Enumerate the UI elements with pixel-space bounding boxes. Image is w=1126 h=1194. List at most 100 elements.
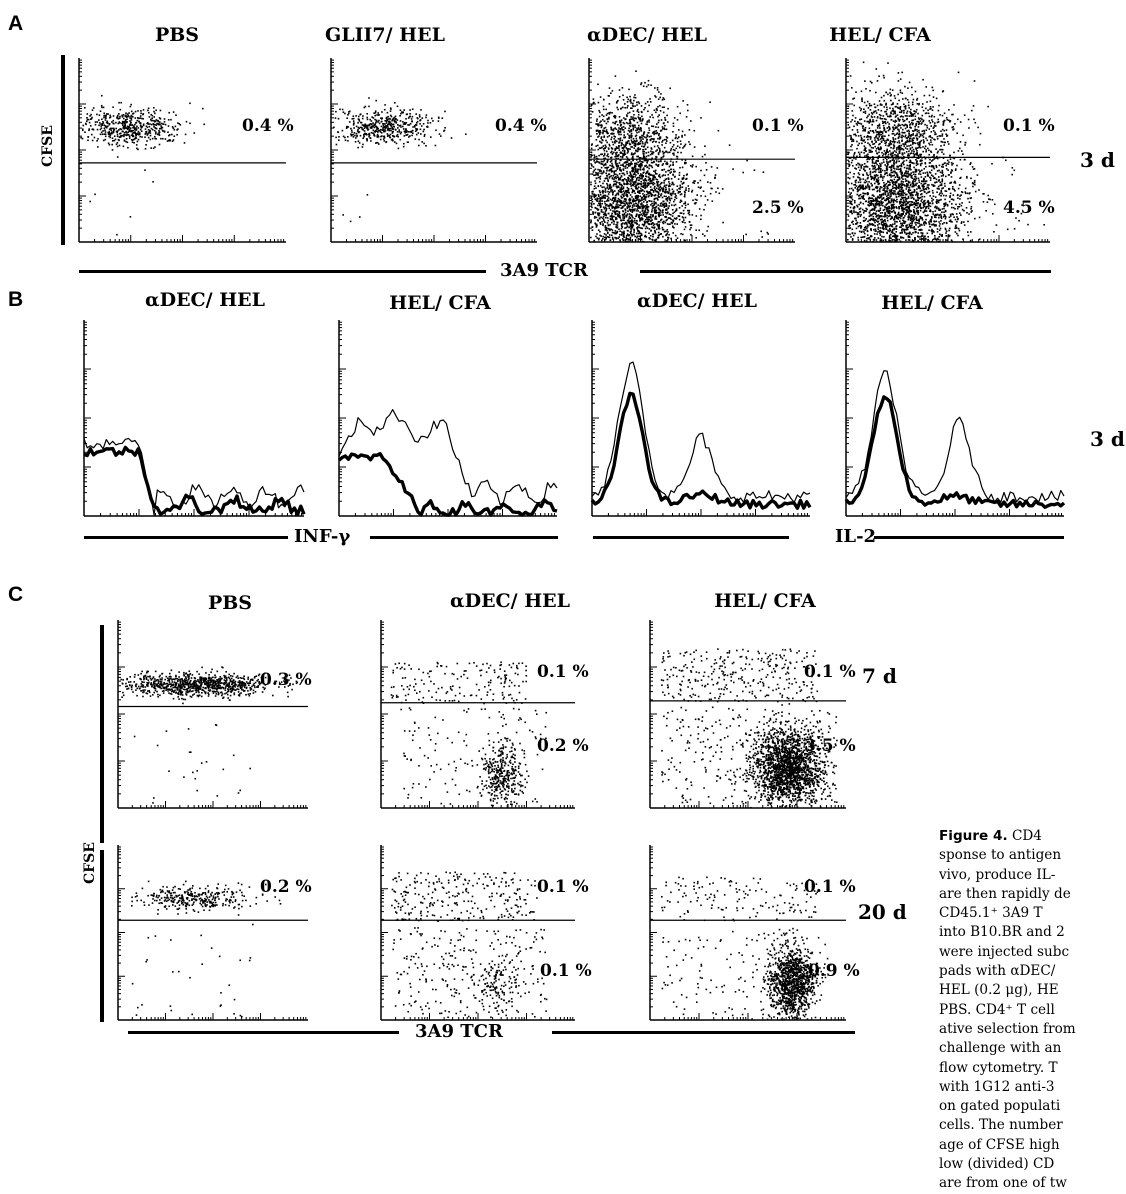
event-dot <box>353 136 355 138</box>
event-dot <box>894 187 896 189</box>
event-dot <box>675 138 677 140</box>
event-dot <box>451 137 453 139</box>
event-dot <box>663 112 665 114</box>
event-dot <box>595 207 597 209</box>
event-dot <box>124 132 126 134</box>
event-dot <box>615 174 617 176</box>
event-dot <box>642 224 644 226</box>
event-dot <box>629 122 631 124</box>
event-dot <box>615 170 617 172</box>
event-dot <box>987 201 989 203</box>
event-dot <box>417 128 419 130</box>
event-dot <box>634 117 636 119</box>
event-dot <box>399 115 401 117</box>
event-dot <box>412 116 414 118</box>
event-dot <box>623 231 625 233</box>
event-dot <box>966 212 968 214</box>
event-dot <box>109 144 111 146</box>
event-dot <box>401 132 403 134</box>
event-dot <box>894 172 896 174</box>
event-dot <box>630 237 632 239</box>
event-dot <box>659 105 661 107</box>
event-dot <box>631 130 633 132</box>
event-dot <box>850 192 852 194</box>
event-dot <box>401 111 403 113</box>
event-dot <box>904 167 906 169</box>
event-dot <box>858 152 860 154</box>
event-dot <box>202 108 204 110</box>
event-dot <box>628 221 630 223</box>
event-dot <box>627 196 629 198</box>
event-dot <box>402 111 404 113</box>
event-dot <box>648 176 650 178</box>
event-dot <box>872 172 874 174</box>
event-dot <box>885 154 887 156</box>
event-dot <box>677 119 679 121</box>
event-dot <box>613 175 615 177</box>
event-dot <box>900 183 902 185</box>
event-dot <box>676 208 678 210</box>
event-dot <box>391 127 393 129</box>
event-dot <box>610 112 612 114</box>
event-dot <box>154 138 156 140</box>
event-dot <box>707 181 709 183</box>
event-dot <box>644 160 646 162</box>
event-dot <box>105 136 107 138</box>
event-dot <box>625 212 627 214</box>
event-dot <box>419 120 421 122</box>
event-dot <box>896 160 898 162</box>
event-dot <box>636 210 638 212</box>
event-dot <box>633 198 635 200</box>
event-dot <box>638 127 640 129</box>
event-dot <box>353 127 355 129</box>
event-dot <box>639 196 641 198</box>
event-dot <box>928 208 930 210</box>
event-dot <box>625 165 627 167</box>
event-dot <box>598 155 600 157</box>
event-dot <box>660 203 662 205</box>
event-dot <box>624 203 626 205</box>
event-dot <box>601 198 603 200</box>
event-dot <box>640 148 642 150</box>
event-dot <box>607 113 609 115</box>
event-dot <box>671 169 673 171</box>
event-dot <box>646 191 648 193</box>
event-dot <box>152 129 154 131</box>
event-dot <box>628 165 630 167</box>
event-dot <box>610 199 612 201</box>
event-dot <box>664 203 666 205</box>
event-dot <box>615 226 617 228</box>
event-dot <box>628 234 630 236</box>
event-dot <box>130 122 132 124</box>
event-dot <box>135 134 137 136</box>
event-dot <box>375 112 377 114</box>
event-dot <box>877 227 879 229</box>
event-dot <box>640 214 642 216</box>
event-dot <box>854 152 856 154</box>
event-dot <box>612 210 614 212</box>
event-dot <box>403 128 405 130</box>
event-dot <box>601 163 603 165</box>
event-dot <box>673 123 675 125</box>
event-dot <box>145 133 147 135</box>
axis-ticks <box>331 58 537 242</box>
event-dot <box>641 189 643 191</box>
event-dot <box>627 161 629 163</box>
event-dot <box>594 157 596 159</box>
event-dot <box>660 110 662 112</box>
event-dot <box>667 174 669 176</box>
event-dot <box>658 237 660 239</box>
event-dot <box>925 176 927 178</box>
event-dot <box>624 178 626 180</box>
event-dot <box>683 213 685 215</box>
event-dot <box>896 228 898 230</box>
event-dot <box>377 134 379 136</box>
event-dot <box>875 169 877 171</box>
event-dot <box>677 138 679 140</box>
event-dot <box>112 123 114 125</box>
event-dot <box>916 183 918 185</box>
event-dot <box>622 217 624 219</box>
event-dot <box>636 220 638 222</box>
event-dot <box>609 87 611 89</box>
event-dot <box>912 194 914 196</box>
